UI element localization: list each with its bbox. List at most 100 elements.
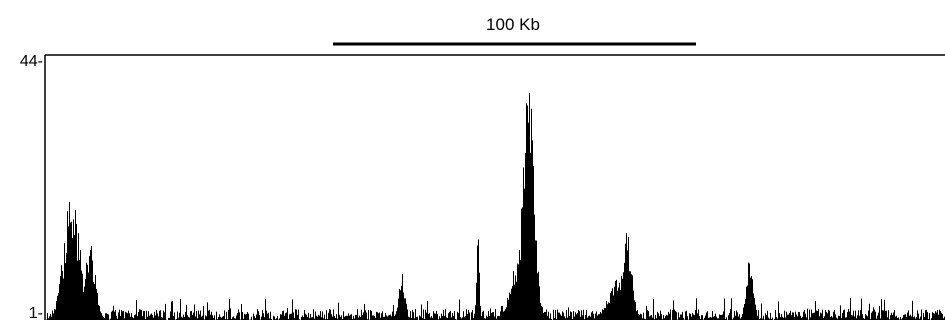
signal-bar bbox=[53, 313, 54, 320]
signal-bar bbox=[78, 233, 79, 320]
signal-bar bbox=[111, 311, 112, 320]
signal-bar bbox=[775, 310, 776, 320]
signal-bar bbox=[396, 311, 397, 320]
signal-bar bbox=[99, 306, 100, 320]
signal-bar bbox=[97, 293, 98, 320]
signal-bar bbox=[635, 302, 636, 320]
signal-bar bbox=[331, 314, 332, 320]
signal-bar bbox=[544, 311, 545, 320]
signal-bar bbox=[64, 243, 65, 320]
signal-bar bbox=[147, 316, 148, 320]
signal-bar bbox=[664, 318, 665, 320]
signal-bar bbox=[872, 311, 873, 320]
signal-bar bbox=[682, 311, 683, 320]
signal-bar bbox=[870, 318, 871, 320]
signal-bar bbox=[529, 93, 530, 320]
signal-bar bbox=[926, 309, 927, 320]
signal-bar bbox=[118, 312, 119, 320]
signal-bar bbox=[482, 311, 483, 320]
signal-bar bbox=[346, 315, 347, 320]
signal-bar bbox=[52, 310, 53, 320]
signal-bar bbox=[730, 309, 731, 320]
signal-bar bbox=[414, 318, 415, 320]
signal-bar bbox=[324, 314, 325, 320]
signal-bar bbox=[812, 313, 813, 320]
signal-bar bbox=[803, 311, 804, 320]
signal-bar bbox=[150, 314, 151, 320]
signal-bar bbox=[208, 310, 209, 320]
signal-bar bbox=[818, 309, 819, 320]
signal-bar bbox=[888, 310, 889, 320]
signal-bar bbox=[706, 312, 707, 320]
signal-bar bbox=[686, 310, 687, 320]
signal-bar bbox=[311, 317, 312, 320]
signal-bar bbox=[724, 298, 725, 320]
signal-bar bbox=[244, 313, 245, 320]
signal-bar bbox=[56, 301, 57, 320]
signal-bar bbox=[73, 219, 74, 320]
signal-bar bbox=[621, 275, 622, 320]
signal-bar bbox=[902, 317, 903, 320]
signal-bar bbox=[860, 310, 861, 320]
signal-bar bbox=[890, 315, 891, 320]
signal-bar bbox=[201, 316, 202, 320]
signal-bar bbox=[100, 311, 101, 320]
signal-bar bbox=[632, 275, 633, 320]
signal-bar bbox=[159, 310, 160, 320]
signal-bar bbox=[871, 312, 872, 320]
signal-bar bbox=[796, 314, 797, 320]
signal-bar bbox=[234, 318, 235, 320]
signal-bar bbox=[915, 318, 916, 320]
signal-bar bbox=[708, 317, 709, 320]
signal-bar bbox=[909, 315, 910, 320]
signal-bar bbox=[129, 313, 130, 320]
signal-bar bbox=[499, 316, 500, 320]
signal-bar bbox=[797, 316, 798, 320]
signal-bar bbox=[919, 318, 920, 320]
signal-bar bbox=[790, 310, 791, 320]
signal-bar bbox=[293, 312, 294, 320]
signal-bar bbox=[675, 310, 676, 320]
signal-bar bbox=[211, 311, 212, 320]
signal-bar bbox=[144, 311, 145, 320]
signal-bar bbox=[157, 313, 158, 320]
signal-bar bbox=[903, 315, 904, 320]
signal-bar bbox=[713, 316, 714, 320]
signal-bar bbox=[591, 312, 592, 320]
signal-bar bbox=[830, 317, 831, 320]
signal-bar bbox=[231, 318, 232, 320]
signal-bar bbox=[354, 318, 355, 320]
signal-bar bbox=[333, 309, 334, 320]
signal-bar bbox=[693, 314, 694, 320]
signal-bar bbox=[284, 315, 285, 320]
signal-bar bbox=[463, 311, 464, 320]
signal-bar bbox=[480, 305, 481, 320]
signal-bar bbox=[131, 313, 132, 320]
signal-bar bbox=[656, 318, 657, 320]
signal-bar bbox=[526, 103, 527, 320]
signal-bar bbox=[807, 308, 808, 320]
signal-bar bbox=[353, 315, 354, 320]
signal-bar bbox=[464, 317, 465, 320]
signal-bar bbox=[116, 315, 117, 320]
signal-bar bbox=[835, 314, 836, 320]
signal-bar bbox=[714, 316, 715, 320]
signal-bar bbox=[553, 309, 554, 320]
signal-bar bbox=[336, 314, 337, 320]
signal-bar bbox=[912, 300, 913, 320]
signal-bar bbox=[254, 316, 255, 320]
signal-bar bbox=[828, 309, 829, 320]
signal-bar bbox=[735, 315, 736, 320]
signal-bar bbox=[138, 311, 139, 320]
signal-bar bbox=[268, 312, 269, 320]
signal-bar bbox=[937, 309, 938, 320]
signal-bar bbox=[453, 316, 454, 320]
signal-bar bbox=[834, 310, 835, 320]
signal-bar bbox=[655, 314, 656, 320]
signal-bar bbox=[598, 314, 599, 320]
signal-bar bbox=[158, 316, 159, 320]
signal-bar bbox=[190, 311, 191, 320]
signal-bar bbox=[401, 285, 402, 320]
signal-bar bbox=[165, 303, 166, 320]
